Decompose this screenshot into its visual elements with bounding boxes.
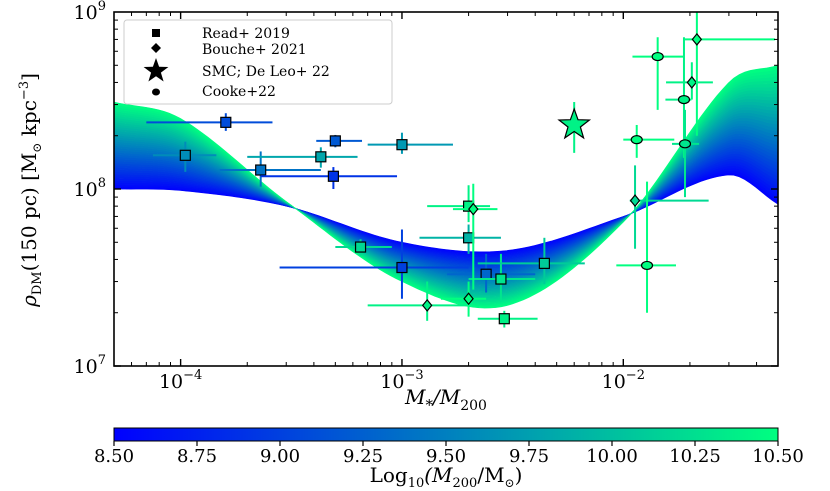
- data-point: [665, 37, 692, 158]
- colorbar-tick-label: 8.75: [177, 446, 217, 467]
- square-marker: [179, 149, 191, 161]
- band-strip: [114, 64, 778, 309]
- y-tick-label: 109: [74, 0, 106, 24]
- data-point: [629, 165, 709, 249]
- x-tick-label: 10−3: [380, 368, 423, 393]
- colorbar-tick-label: 8.50: [94, 446, 134, 467]
- data-point: [335, 239, 392, 256]
- diamond-marker: [468, 202, 479, 216]
- colorbar: 8.50 8.75 9.00 9.25 9.50 9.75 10.00 10.25 10.50 …: [94, 427, 804, 491]
- data-point: [684, 12, 776, 136]
- data-point: [452, 183, 498, 290]
- data-point: [623, 124, 675, 158]
- square-marker: [462, 232, 475, 244]
- colorbar-ticks: 8.50 8.75 9.00 9.25 9.50 9.75 10.00 10.25 10.50: [94, 441, 804, 467]
- colorbar-tick-label: 10.50: [752, 446, 804, 467]
- diamond-marker: [691, 32, 703, 46]
- data-point: [468, 253, 536, 302]
- diamond-marker: [629, 194, 641, 208]
- square-marker: [538, 257, 550, 269]
- diamond-marker: [686, 75, 698, 89]
- x-tick-label: 10−4: [159, 368, 202, 393]
- data-point: [672, 109, 700, 198]
- ellipse-marker: [677, 94, 691, 105]
- data-point: [316, 134, 363, 148]
- colorbar-tick-label: 10.25: [669, 446, 721, 467]
- ellipse-marker: [651, 51, 664, 62]
- data-point: [279, 229, 469, 299]
- model-band: [114, 64, 778, 309]
- square-marker: [329, 135, 341, 147]
- square-marker: [396, 261, 408, 274]
- data-point: [632, 37, 684, 110]
- data-point: [440, 281, 487, 317]
- square-marker: [220, 116, 232, 128]
- data-point: [477, 237, 585, 285]
- legend-marker-ellipse: [152, 88, 160, 96]
- data-point: [152, 141, 217, 172]
- ellipse-marker: [630, 135, 643, 145]
- y-tick-label: 107: [74, 353, 106, 378]
- data-point: [427, 185, 491, 223]
- legend-marker-square: [152, 29, 160, 37]
- diamond-marker: [421, 298, 433, 312]
- data-point: [247, 147, 358, 168]
- y-tick-labels: 107 108 109: [74, 0, 106, 378]
- colorbar-bar: [113, 427, 779, 442]
- colorbar-tick-label: 9.25: [343, 446, 383, 467]
- data-point: [557, 102, 592, 153]
- x-tick-labels: 10−4 10−3 10−2: [159, 368, 645, 393]
- colorbar-tick-label: 10.00: [586, 446, 638, 467]
- y-tick-label: 108: [74, 176, 106, 201]
- legend-marker-star: [143, 58, 169, 82]
- legend-label-read: Read+ 2019: [202, 26, 290, 42]
- square-marker: [498, 313, 510, 325]
- square-marker: [315, 151, 327, 163]
- colorbar-tick-label: 9.00: [260, 446, 300, 467]
- square-marker: [327, 170, 339, 182]
- y-axis-label: ρDM(150 pc) [M⊙ kpc−3]: [17, 73, 45, 308]
- colorbar-tick-label: 9.75: [509, 446, 549, 467]
- data-point: [477, 310, 538, 328]
- legend-marker-diamond: [151, 43, 161, 53]
- legend-box: [123, 19, 393, 105]
- legend-label-smc: SMC; De Leo+ 22: [202, 64, 330, 80]
- data-point: [260, 167, 398, 189]
- colorbar-label: Log10(M200/M⊙): [370, 463, 523, 491]
- square-marker: [396, 139, 408, 151]
- x-tick-label: 10−2: [602, 368, 645, 393]
- x-axis-label: M*/M200: [404, 385, 487, 414]
- square-marker: [495, 273, 507, 285]
- data-point: [666, 62, 713, 100]
- data-points: [146, 12, 776, 328]
- ellipse-marker: [678, 139, 692, 149]
- data-point: [447, 253, 536, 293]
- data-point: [146, 113, 273, 131]
- ellipse-marker: [640, 260, 654, 271]
- legend: Read+ 2019 Bouche+ 2021 SMC; De Leo+ 22 …: [123, 19, 393, 105]
- square-marker: [480, 268, 492, 280]
- legend-label-bouche: Bouche+ 2021: [202, 42, 307, 58]
- data-point: [367, 281, 469, 321]
- data-point: [616, 181, 676, 313]
- data-point: [367, 132, 453, 154]
- colorbar-tick-label: 9.50: [426, 446, 466, 467]
- axis-ticks: [113, 12, 779, 367]
- diamond-marker: [463, 292, 474, 306]
- square-marker: [255, 164, 267, 176]
- square-marker: [354, 241, 367, 253]
- legend-label-cooke: Cooke+22: [202, 84, 276, 100]
- star-marker: [557, 107, 592, 140]
